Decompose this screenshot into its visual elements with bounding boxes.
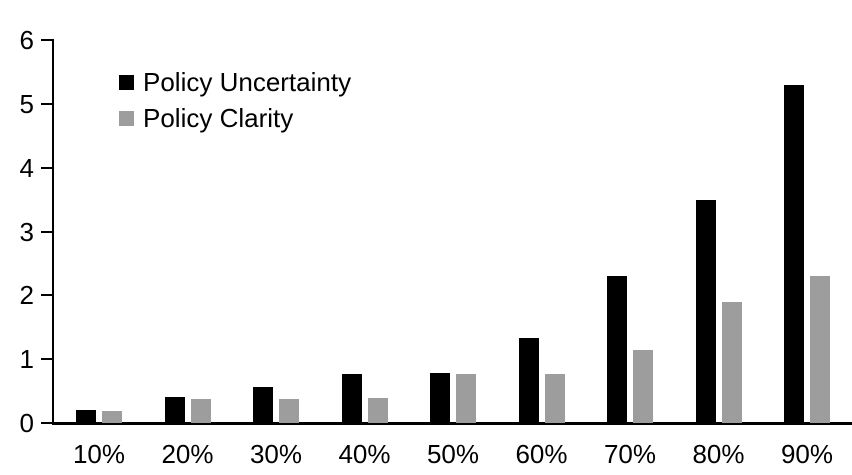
bar-policy-uncertainty-10pct	[76, 410, 96, 423]
y-tick-label-1: 1	[19, 344, 34, 375]
bar-policy-clarity-50pct	[456, 373, 476, 423]
bar-policy-uncertainty-30pct	[253, 386, 273, 423]
y-tick-label-6: 6	[19, 25, 34, 55]
x-label-10pct: 10%	[72, 439, 126, 469]
bar-policy-clarity-90pct	[810, 276, 830, 423]
y-tick-5	[41, 102, 52, 105]
y-tick-1	[41, 358, 52, 361]
y-axis-line	[52, 39, 54, 425]
bar-policy-clarity-40pct	[367, 398, 388, 423]
y-tick-2	[41, 294, 52, 297]
legend-swatch-policy-clarity	[119, 110, 134, 126]
bar-policy-uncertainty-40pct	[341, 373, 362, 423]
bar-policy-clarity-60pct	[544, 373, 565, 423]
y-tick-label-5: 5	[19, 88, 34, 119]
legend-label-policy-clarity: Policy Clarity	[143, 103, 294, 133]
bar-policy-uncertainty-60pct	[518, 338, 539, 423]
y-tick-label-4: 4	[19, 152, 34, 183]
x-label-40pct: 40%	[338, 439, 391, 469]
y-tick-label-2: 2	[19, 280, 34, 311]
bar-policy-clarity-80pct	[721, 301, 742, 423]
x-label-30pct: 30%	[249, 439, 303, 469]
bar-policy-uncertainty-90pct	[784, 84, 804, 423]
bar-policy-clarity-10pct	[102, 410, 122, 423]
bar-policy-clarity-70pct	[633, 349, 653, 423]
y-tick-0	[41, 422, 52, 424]
x-label-50pct: 50%	[426, 439, 480, 469]
x-label-70pct: 70%	[603, 439, 657, 469]
legend: Policy Uncertainty Policy Clarity	[119, 69, 351, 131]
y-tick-label-0: 0	[19, 408, 34, 438]
legend-item-policy-uncertainty: Policy Uncertainty	[119, 69, 351, 95]
x-label-60pct: 60%	[515, 439, 568, 469]
legend-label-policy-uncertainty: Policy Uncertainty	[143, 67, 352, 97]
x-axis-line	[52, 422, 852, 425]
y-tick-4	[41, 166, 52, 169]
y-tick-6	[41, 39, 52, 41]
bar-policy-uncertainty-80pct	[695, 199, 716, 423]
y-tick-3	[41, 230, 52, 233]
bar-policy-uncertainty-50pct	[430, 373, 450, 423]
x-label-20pct: 20%	[161, 439, 214, 469]
bar-policy-clarity-20pct	[190, 398, 211, 423]
y-tick-label-3: 3	[19, 216, 34, 247]
legend-swatch-policy-uncertainty	[119, 74, 134, 90]
x-label-80pct: 80%	[692, 439, 745, 469]
bar-policy-uncertainty-70pct	[607, 276, 627, 423]
x-label-90pct: 90%	[780, 439, 834, 469]
bar-policy-clarity-30pct	[279, 398, 299, 423]
legend-item-policy-clarity: Policy Clarity	[119, 105, 351, 131]
bar-policy-uncertainty-20pct	[164, 397, 185, 423]
